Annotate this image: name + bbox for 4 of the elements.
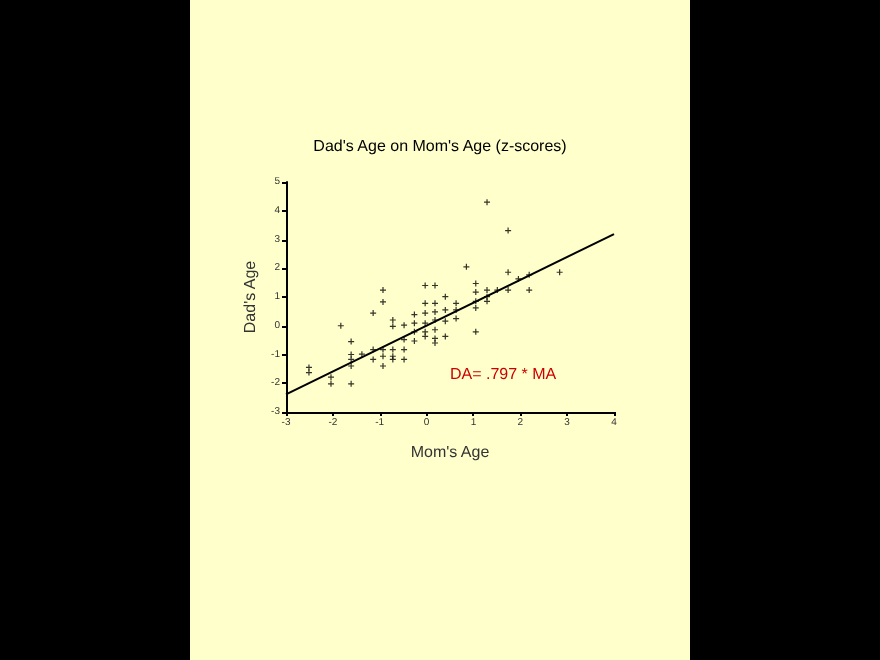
x-axis-title: Mom's Age [410,443,491,461]
y-axis-title: Dad's Age [241,259,259,334]
annotation: DA= .797 * MA [450,365,558,383]
chart-title: Dad's Age on Mom's Age (z-scores) [313,137,568,155]
